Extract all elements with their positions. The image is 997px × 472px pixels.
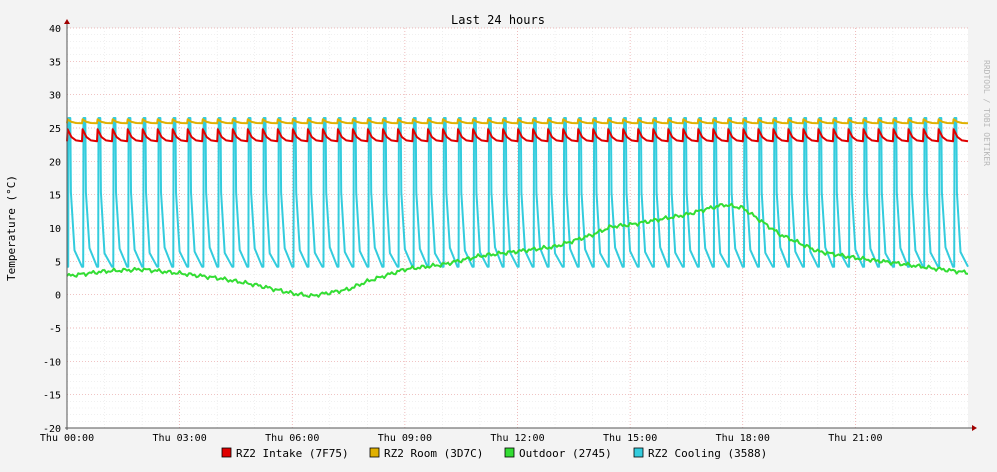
x-tick-label: Thu 21:00 bbox=[828, 433, 882, 444]
y-tick-label: 10 bbox=[49, 224, 61, 235]
y-tick-label: 15 bbox=[49, 191, 61, 202]
x-tick-label: Thu 06:00 bbox=[265, 433, 319, 444]
series-line bbox=[66, 118, 969, 125]
y-tick-label: 5 bbox=[55, 257, 61, 268]
y-tick-label: -15 bbox=[43, 391, 61, 402]
x-tick-label: Thu 09:00 bbox=[378, 433, 432, 444]
y-tick-label: 20 bbox=[49, 157, 61, 168]
series-line bbox=[67, 117, 969, 268]
y-axis-label: Temperature (°C) bbox=[5, 175, 18, 281]
legend-swatch bbox=[504, 447, 515, 458]
watermark: RRDTOOL / TOBI OETIKER bbox=[982, 60, 991, 166]
legend-label: Outdoor (2745) bbox=[519, 447, 612, 460]
y-tick-label: 25 bbox=[49, 124, 61, 135]
y-tick-label: -20 bbox=[43, 424, 61, 435]
series-layer bbox=[66, 117, 969, 298]
x-tick-label: Thu 12:00 bbox=[490, 433, 544, 444]
x-tick-label: Thu 00:00 bbox=[40, 433, 94, 444]
legend-label: RZ2 Room (3D7C) bbox=[384, 447, 483, 460]
y-tick-label: 35 bbox=[49, 57, 61, 68]
x-tick-label: Thu 15:00 bbox=[603, 433, 657, 444]
legend-label: RZ2 Intake (7F75) bbox=[236, 447, 349, 460]
y-tick-label: 40 bbox=[49, 24, 61, 35]
legend: RZ2 Intake (7F75) RZ2 Room (3D7C) Outdoor … bbox=[221, 447, 767, 460]
legend-swatch bbox=[369, 447, 380, 458]
x-axis-arrow bbox=[972, 425, 977, 431]
chart-title: Last 24 hours bbox=[451, 13, 545, 27]
x-tick-label: Thu 18:00 bbox=[716, 433, 770, 444]
y-axis-arrow bbox=[64, 19, 70, 24]
x-tick-label: Thu 03:00 bbox=[153, 433, 207, 444]
y-tick-label: -10 bbox=[43, 357, 61, 368]
legend-label: RZ2 Cooling (3588) bbox=[648, 447, 767, 460]
y-tick-label: 0 bbox=[55, 291, 61, 302]
series-line bbox=[66, 128, 969, 143]
series-line bbox=[66, 202, 968, 298]
grid-layer bbox=[66, 27, 968, 429]
y-tick-label: -5 bbox=[49, 324, 61, 335]
legend-swatch bbox=[221, 447, 232, 458]
y-tick-label: 30 bbox=[49, 91, 61, 102]
legend-swatch bbox=[633, 447, 644, 458]
